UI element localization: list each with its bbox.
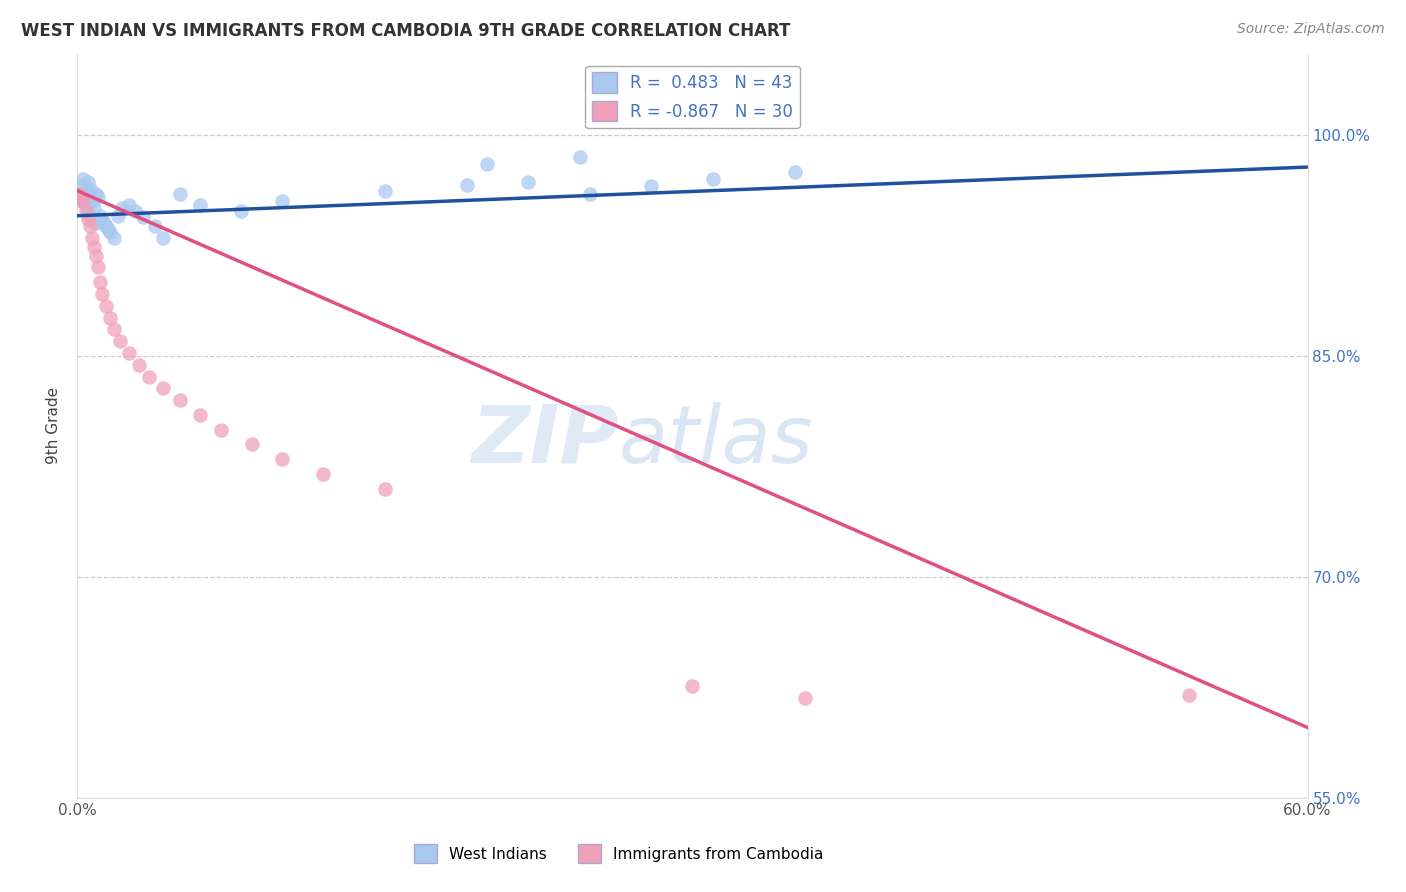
Point	[111, 202, 134, 216]
Point	[98, 225, 121, 239]
Point	[682, 679, 704, 693]
Point	[209, 423, 232, 437]
Point	[79, 209, 101, 223]
Point	[76, 204, 98, 219]
Point	[84, 249, 107, 263]
Point	[72, 172, 94, 186]
Point	[579, 186, 602, 201]
Point	[128, 358, 150, 372]
Point	[94, 219, 117, 233]
Point	[75, 204, 97, 219]
Point	[67, 186, 90, 201]
Point	[79, 182, 101, 196]
Point	[110, 334, 132, 348]
Point	[84, 186, 107, 201]
Point	[374, 482, 396, 496]
Point	[138, 369, 160, 384]
Point	[93, 216, 115, 230]
Point	[90, 287, 114, 301]
Point	[117, 198, 139, 212]
Point	[97, 222, 120, 236]
Point	[1177, 688, 1199, 702]
Point	[87, 260, 110, 275]
Point	[794, 691, 817, 706]
Point	[271, 452, 294, 467]
Point	[84, 216, 107, 230]
Point	[374, 184, 396, 198]
Point	[477, 157, 499, 171]
Point	[568, 150, 591, 164]
Point	[240, 437, 263, 451]
Point	[98, 310, 121, 325]
Point	[70, 179, 93, 194]
Point	[70, 194, 93, 208]
Point	[83, 202, 105, 216]
Point	[117, 346, 139, 360]
Point	[89, 275, 111, 289]
Point	[124, 204, 146, 219]
Point	[702, 172, 724, 186]
Point	[169, 186, 191, 201]
Point	[231, 204, 253, 219]
Text: Source: ZipAtlas.com: Source: ZipAtlas.com	[1237, 22, 1385, 37]
Point	[132, 211, 155, 225]
Point	[89, 209, 111, 223]
Point	[67, 186, 90, 201]
Point	[188, 408, 212, 422]
Point	[94, 299, 117, 313]
Point	[79, 219, 101, 233]
Point	[103, 322, 125, 336]
Point	[783, 164, 806, 178]
Point	[107, 209, 129, 223]
Point	[169, 393, 191, 408]
Point	[76, 175, 98, 189]
Point	[152, 381, 174, 395]
Point	[80, 231, 103, 245]
Point	[271, 194, 294, 208]
Point	[312, 467, 335, 481]
Point	[76, 211, 98, 226]
Point	[72, 194, 94, 208]
Point	[188, 198, 212, 212]
Text: WEST INDIAN VS IMMIGRANTS FROM CAMBODIA 9TH GRADE CORRELATION CHART: WEST INDIAN VS IMMIGRANTS FROM CAMBODIA …	[21, 22, 790, 40]
Point	[83, 240, 105, 254]
Point	[640, 179, 662, 194]
Point	[456, 178, 478, 192]
Text: ZIP: ZIP	[471, 401, 619, 480]
Point	[90, 213, 114, 227]
Legend: West Indians, Immigrants from Cambodia: West Indians, Immigrants from Cambodia	[408, 838, 830, 869]
Point	[103, 231, 125, 245]
Point	[75, 198, 97, 212]
Text: atlas: atlas	[619, 401, 814, 480]
Y-axis label: 9th Grade: 9th Grade	[46, 387, 62, 465]
Point	[143, 219, 166, 233]
Point	[75, 184, 97, 198]
Point	[80, 194, 103, 208]
Point	[517, 175, 540, 189]
Point	[72, 189, 94, 203]
Point	[152, 231, 174, 245]
Point	[87, 189, 110, 203]
Point	[70, 189, 93, 203]
